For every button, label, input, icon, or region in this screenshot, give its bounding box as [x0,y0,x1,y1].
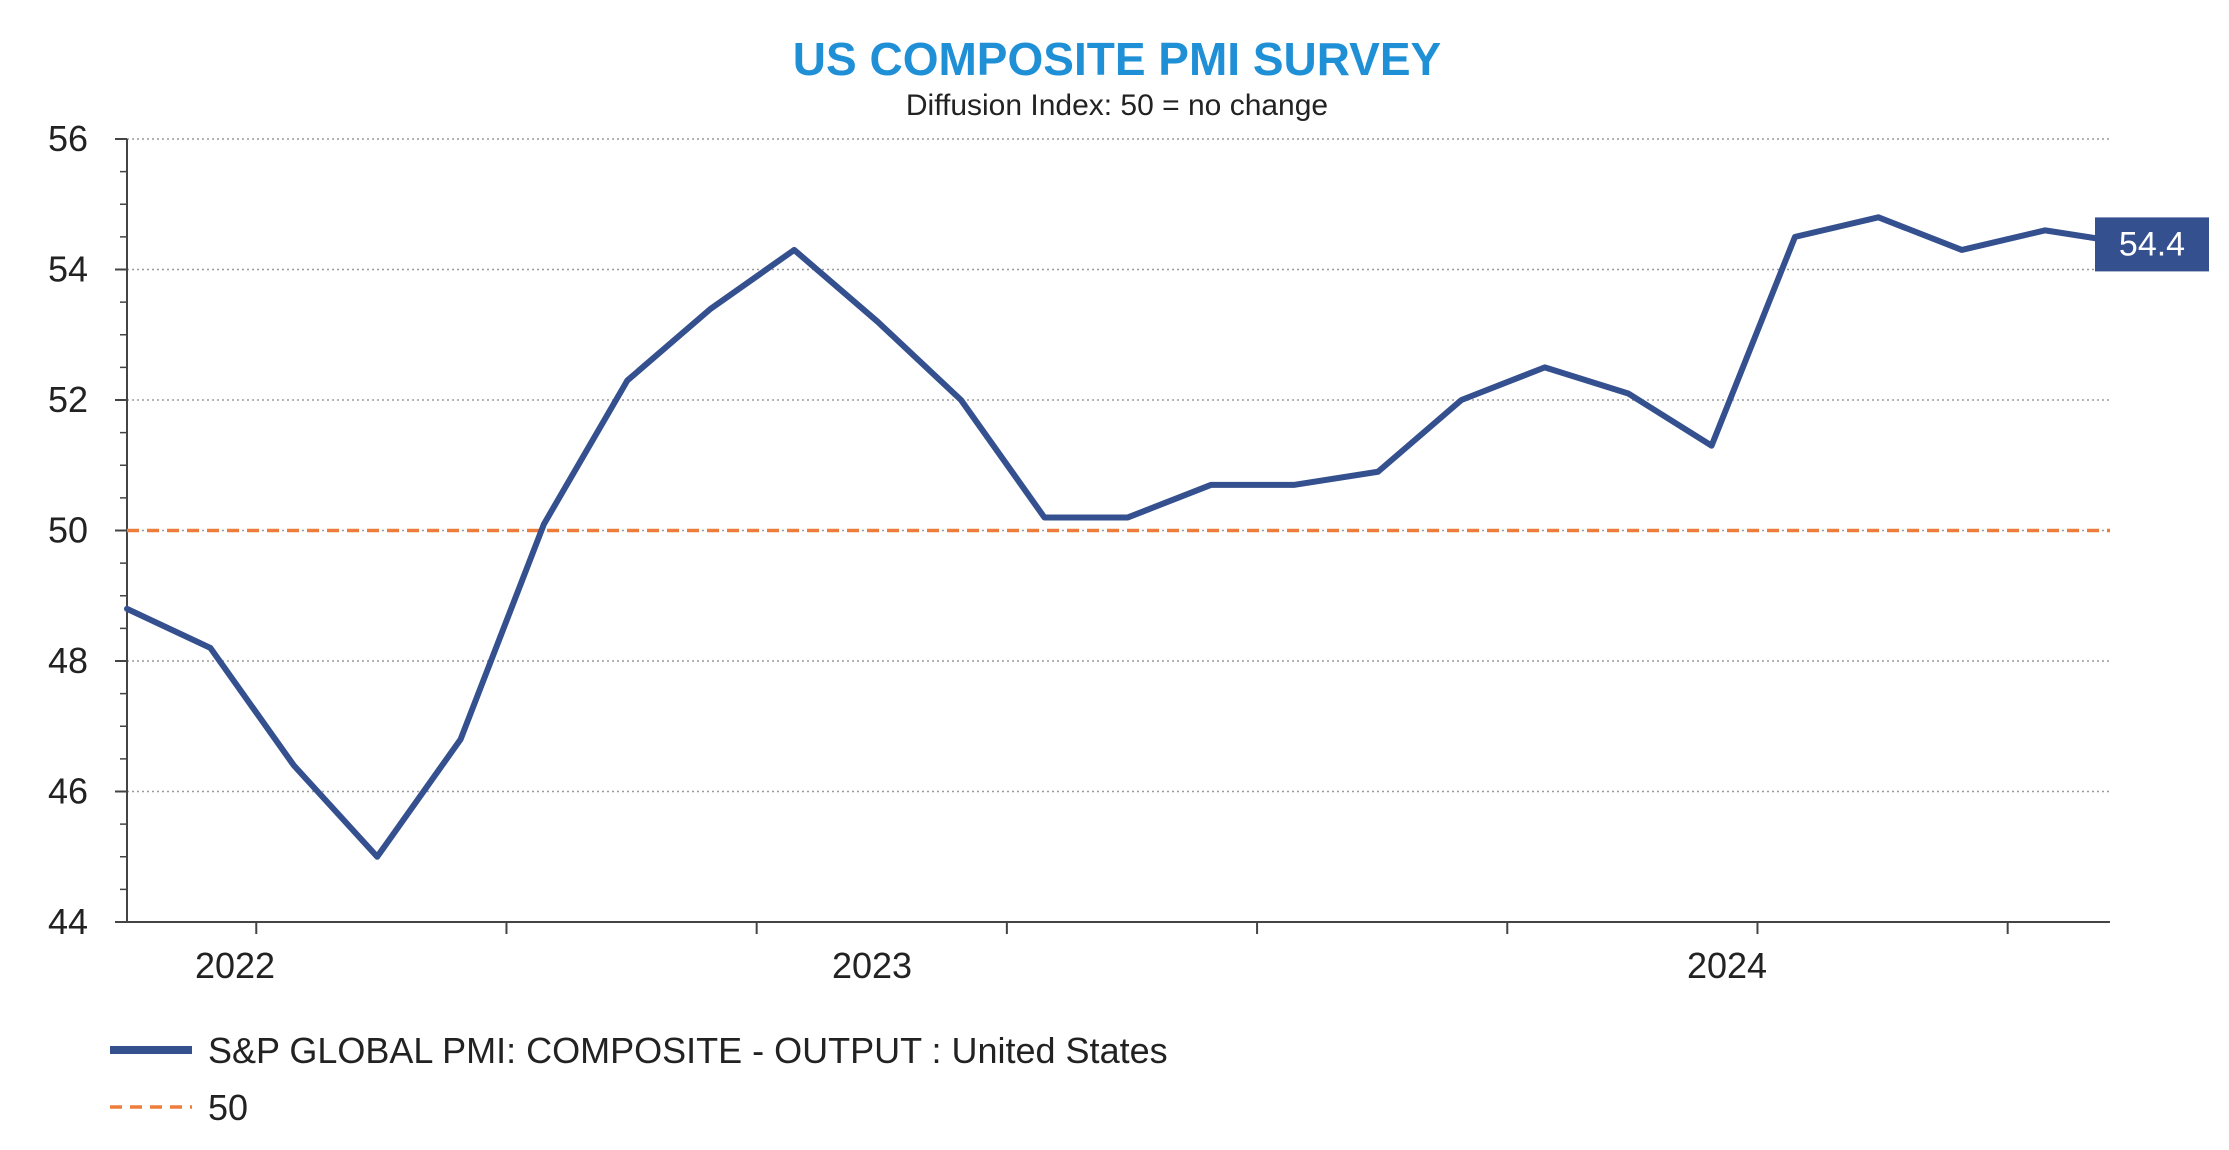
gridlines [127,138,2110,793]
y-tick-label: 44 [48,901,88,942]
end-label-layer: 54.4 [2095,217,2209,272]
chart-subtitle: Diffusion Index: 50 = no change [906,89,1328,122]
legend-label-50: 50 [208,1087,248,1128]
end-value-label: 54.4 [2119,225,2185,263]
legend-label-pmi: S&P GLOBAL PMI: COMPOSITE - OUTPUT : Uni… [208,1030,1168,1071]
pmi-series-line [124,214,2132,860]
y-tick-label: 52 [48,379,88,420]
legend: S&P GLOBAL PMI: COMPOSITE - OUTPUT : Uni… [110,1030,1168,1128]
y-tick-label: 46 [48,771,88,812]
y-tick-label: 56 [48,118,88,159]
y-tick-label: 48 [48,640,88,681]
y-tick-label: 50 [48,510,88,551]
end-value-badge [2095,217,2209,272]
y-tick-label: 54 [48,249,88,290]
series-layer [124,214,2132,860]
chart-title: US COMPOSITE PMI SURVEY [793,33,1441,85]
axes: 44 46 48 50 52 54 56 2022 2023 2024 [48,118,2110,986]
x-tick-label: 2024 [1687,945,1767,986]
x-tick-label: 2023 [832,945,912,986]
x-tick-label: 2022 [195,945,275,986]
